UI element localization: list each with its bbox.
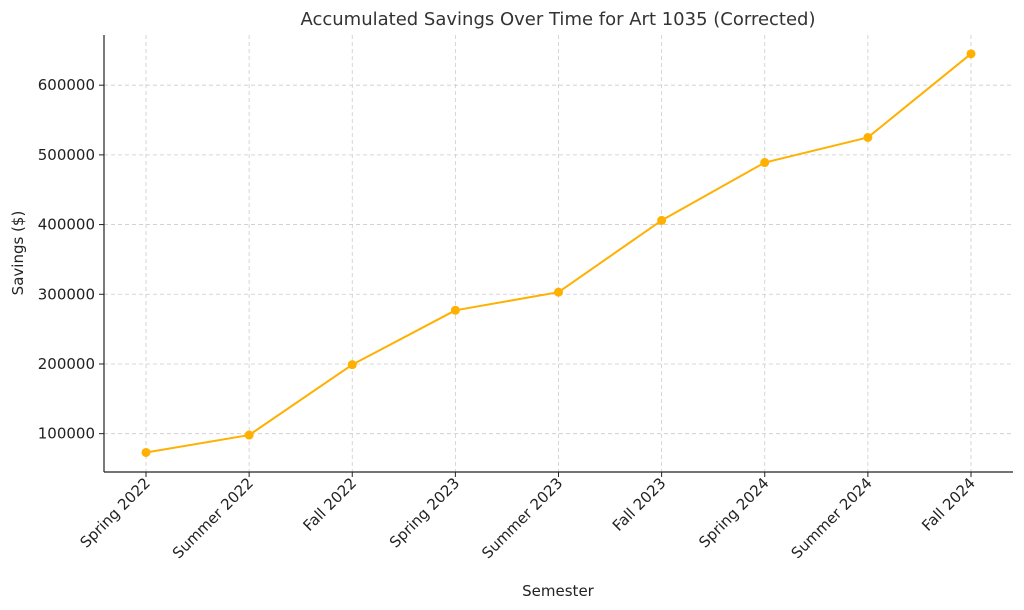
x-tick-label: Spring 2024 [695,474,772,551]
y-tick-label: 200000 [38,355,95,373]
x-tick-label: Spring 2022 [76,474,153,551]
data-point [657,215,667,225]
x-tick-label: Spring 2023 [386,474,463,551]
data-point [554,287,563,297]
y-axis-label: Savings ($) [9,211,27,296]
y-tick-label: 100000 [38,425,95,443]
x-axis-label: Semester [522,582,595,600]
x-tick-label: Summer 2024 [788,474,876,562]
data-point [863,132,873,142]
x-tick-label: Summer 2022 [169,474,257,562]
x-tick-label: Fall 2024 [918,474,979,535]
chart-title: Accumulated Savings Over Time for Art 10… [300,9,815,30]
y-tick-label: 500000 [38,146,95,164]
data-point [450,305,460,315]
data-point [966,49,976,59]
data-point [141,447,151,457]
data-point [760,158,770,168]
series-layer [141,49,976,457]
x-tick-label: Fall 2022 [299,474,360,535]
y-tick-label: 300000 [38,285,95,303]
x-tick-label: Summer 2023 [478,474,566,562]
grid-lines [104,35,1013,472]
data-point [347,360,357,370]
y-tick-label: 400000 [38,216,95,234]
data-point [244,430,254,440]
y-tick-label: 600000 [38,76,95,94]
x-tick-label: Fall 2023 [609,474,670,535]
tick-labels: 100000 200000 300000 400000 500000 600000 Spri… [38,76,979,562]
